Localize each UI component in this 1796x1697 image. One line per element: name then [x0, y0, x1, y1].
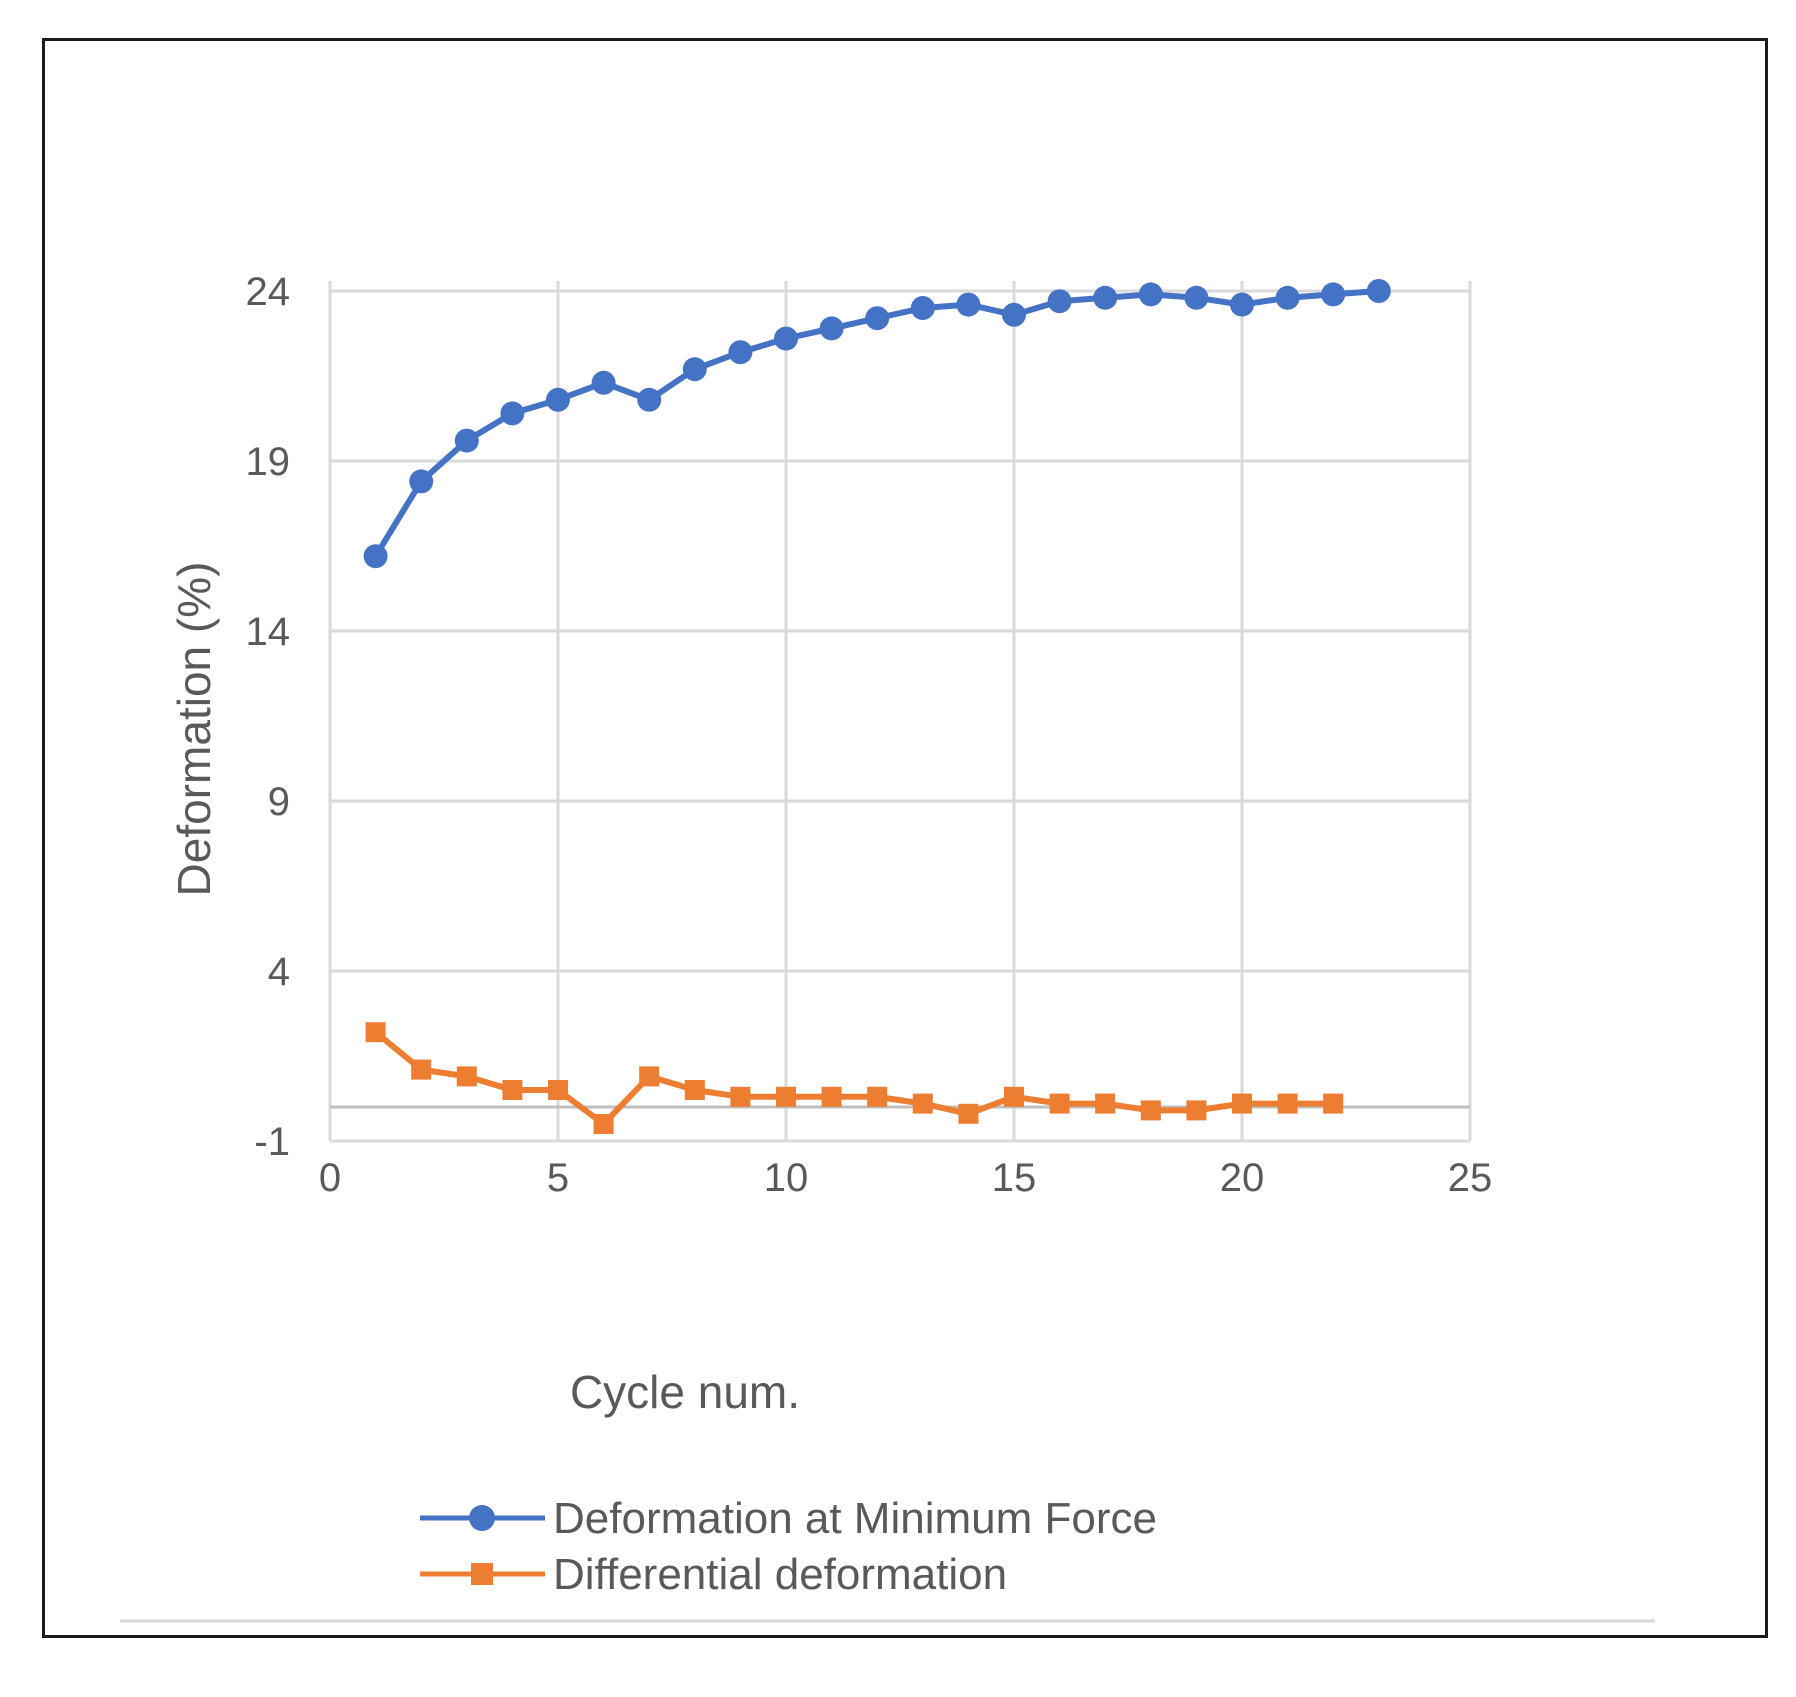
- data-point-series-0: [1093, 285, 1118, 310]
- data-point-series-1: [912, 1093, 933, 1114]
- data-point-series-0: [728, 340, 753, 365]
- y-tick-label: 9: [268, 780, 290, 824]
- data-point-series-1: [1004, 1086, 1024, 1107]
- line-chart: 0 5 10 15 20 25 24 19 14 9 4 -1 Cycle num. Deformat…: [120, 270, 1655, 1623]
- data-point-series-0: [409, 469, 434, 494]
- data-point-series-1: [1049, 1093, 1070, 1114]
- data-point-series-1: [821, 1086, 842, 1107]
- data-point-series-0: [774, 326, 798, 351]
- legend-label-deformation-min-force: Deformation at Minimum Force: [553, 1494, 1157, 1543]
- legend: Deformation at Minimum Force Differentia…: [420, 1494, 1157, 1599]
- legend-item-differential-deformation: Differential deformation: [420, 1550, 1007, 1599]
- legend-item-deformation-min-force: Deformation at Minimum Force: [420, 1494, 1157, 1543]
- data-point-series-1: [1140, 1100, 1161, 1121]
- chart-frame: 0 5 10 15 20 25 24 19 14 9 4 -1 Cycle num. Deformat…: [42, 38, 1768, 1638]
- x-tick-label: 15: [992, 1156, 1037, 1200]
- data-point-series-1: [684, 1080, 705, 1100]
- data-point-series-0: [591, 370, 616, 395]
- data-point-series-1: [958, 1103, 979, 1124]
- y-tick-label: 19: [246, 440, 291, 484]
- data-point-series-0: [363, 544, 388, 569]
- x-tick-label: 10: [764, 1156, 809, 1200]
- data-point-series-0: [546, 387, 570, 412]
- grid: [328, 281, 1472, 1141]
- data-point-series-1: [365, 1022, 386, 1043]
- data-point-series-0: [1184, 285, 1209, 310]
- data-point-series-0: [819, 316, 844, 341]
- data-point-series-1: [1186, 1100, 1207, 1121]
- data-point-series-0: [1321, 282, 1346, 307]
- legend-marker-square: [471, 1563, 493, 1585]
- x-axis-title: Cycle num.: [570, 1366, 800, 1418]
- tick-labels: 0 5 10 15 20 25 24 19 14 9 4 -1: [246, 270, 1493, 1200]
- data-point-series-1: [776, 1086, 796, 1107]
- data-point-series-0: [682, 357, 707, 382]
- data-point-series-0: [910, 296, 935, 320]
- data-point-series-1: [1232, 1093, 1252, 1114]
- data-point-series-1: [1323, 1093, 1344, 1114]
- data-point-series-0: [1366, 279, 1391, 303]
- y-axis-title: Deformation (%): [168, 562, 220, 897]
- axes: [330, 1105, 1470, 1143]
- data-point-series-0: [500, 401, 525, 426]
- data-point-series-0: [637, 387, 662, 412]
- data-point-series-0: [865, 306, 890, 331]
- y-tick-label: -1: [254, 1120, 290, 1164]
- data-point-series-1: [593, 1114, 614, 1134]
- series-line-1: [373, 1029, 1334, 1127]
- y-tick-label: 4: [268, 950, 290, 994]
- data-point-series-1: [502, 1080, 523, 1100]
- x-tick-label: 0: [319, 1156, 341, 1200]
- x-tick-label: 25: [1448, 1156, 1493, 1200]
- data-point-series-0: [956, 292, 981, 317]
- series: [363, 279, 1391, 1134]
- data-point-series-1: [639, 1066, 660, 1087]
- data-point-series-1: [548, 1080, 568, 1100]
- data-point-series-1: [411, 1059, 432, 1080]
- series-line-0: [373, 288, 1380, 558]
- data-point-series-0: [1230, 292, 1254, 317]
- data-point-series-0: [1138, 282, 1163, 307]
- data-point-series-1: [456, 1066, 477, 1087]
- data-point-series-1: [1095, 1093, 1116, 1114]
- data-point-series-0: [1002, 302, 1026, 327]
- x-tick-label: 20: [1220, 1156, 1265, 1200]
- y-tick-label: 24: [246, 270, 291, 314]
- data-point-series-0: [1047, 289, 1072, 314]
- data-point-series-1: [730, 1086, 751, 1107]
- legend-marker-circle: [469, 1505, 495, 1531]
- data-point-series-1: [1277, 1093, 1298, 1114]
- data-point-series-0: [1275, 285, 1300, 310]
- y-tick-label: 14: [246, 610, 291, 654]
- x-tick-label: 5: [547, 1156, 569, 1200]
- data-point-series-0: [454, 428, 479, 453]
- legend-label-differential-deformation: Differential deformation: [553, 1550, 1007, 1599]
- data-point-series-1: [867, 1086, 888, 1107]
